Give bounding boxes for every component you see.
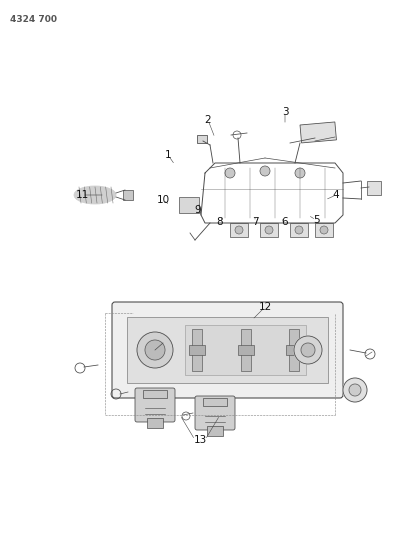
Text: 12: 12 xyxy=(258,302,272,312)
Text: 4324 700: 4324 700 xyxy=(10,15,57,24)
FancyBboxPatch shape xyxy=(112,302,343,398)
Bar xyxy=(367,181,381,195)
Circle shape xyxy=(294,336,322,364)
Bar xyxy=(289,329,299,371)
Text: 11: 11 xyxy=(75,190,89,200)
Circle shape xyxy=(260,166,270,176)
Circle shape xyxy=(349,384,361,396)
Text: 8: 8 xyxy=(217,217,223,227)
Circle shape xyxy=(320,226,328,234)
Bar xyxy=(189,345,205,355)
Bar xyxy=(192,329,202,371)
Circle shape xyxy=(295,226,303,234)
Text: 6: 6 xyxy=(282,217,288,227)
Circle shape xyxy=(295,168,305,178)
Text: 9: 9 xyxy=(195,205,201,215)
Bar xyxy=(197,135,207,143)
Bar xyxy=(127,317,328,383)
Circle shape xyxy=(301,343,315,357)
Bar xyxy=(230,223,248,237)
FancyBboxPatch shape xyxy=(135,388,175,422)
Ellipse shape xyxy=(74,186,116,204)
Text: 7: 7 xyxy=(252,217,258,227)
Text: 4: 4 xyxy=(333,190,339,200)
Bar xyxy=(147,418,163,428)
Circle shape xyxy=(235,226,243,234)
Bar xyxy=(203,398,227,406)
Bar xyxy=(260,223,278,237)
Text: 1: 1 xyxy=(165,150,171,160)
Bar xyxy=(185,325,306,375)
Bar xyxy=(179,197,199,213)
Circle shape xyxy=(343,378,367,402)
Text: 5: 5 xyxy=(313,215,319,225)
Bar xyxy=(237,345,253,355)
Text: 2: 2 xyxy=(205,115,211,125)
Circle shape xyxy=(225,168,235,178)
Circle shape xyxy=(265,226,273,234)
Text: 3: 3 xyxy=(282,107,288,117)
Bar xyxy=(286,345,302,355)
Text: 10: 10 xyxy=(156,195,170,205)
Bar xyxy=(240,329,251,371)
Circle shape xyxy=(145,340,165,360)
Bar xyxy=(207,426,223,436)
Bar xyxy=(123,190,133,200)
Bar xyxy=(143,390,167,398)
Bar xyxy=(315,223,333,237)
Circle shape xyxy=(137,332,173,368)
Bar xyxy=(290,223,308,237)
Bar xyxy=(300,122,337,143)
Text: 13: 13 xyxy=(193,435,206,445)
FancyBboxPatch shape xyxy=(195,396,235,430)
